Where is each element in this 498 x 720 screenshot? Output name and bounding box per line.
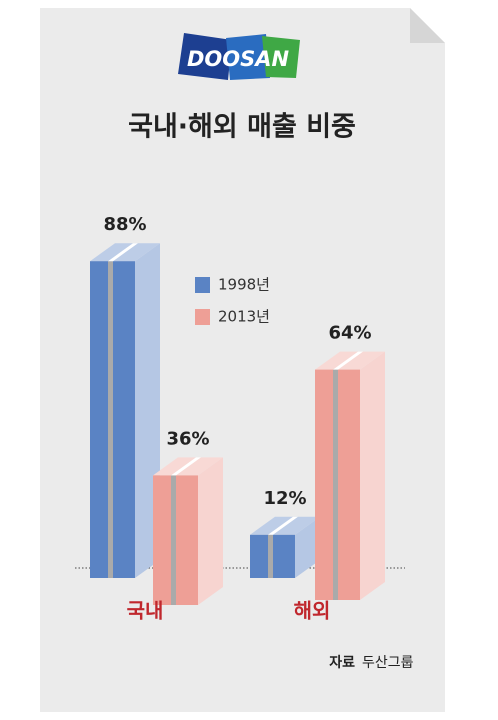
logo-block [226,34,270,80]
value-label: 64% [328,323,371,344]
bar-side [295,516,320,578]
category-label: 국내 [127,599,164,623]
legend-swatch [195,277,210,293]
bar-stripe [268,534,273,578]
logo-block [178,33,232,80]
source-text: 두산그룹 [362,655,414,671]
bar-stripe [333,369,338,600]
legend-label: 2013년 [218,308,270,326]
bar-top-stripe [268,516,298,535]
bar-top-stripe [171,457,201,476]
bar-stripe [108,261,113,578]
source-label: 자료 [329,655,355,671]
folded-corner [410,8,445,43]
legend-label: 1998년 [218,276,270,294]
value-label: 36% [166,428,209,449]
logo-text: DOOSAN [187,47,290,71]
legend-swatch [195,309,210,325]
category-label: 해외 [294,599,331,623]
bar-top-stripe [108,243,138,262]
logo-block [262,36,300,78]
bar-top-stripe [333,351,363,370]
logo: DOOSAN [178,33,300,80]
value-label: 88% [103,214,146,235]
bar-stripe [171,475,176,605]
chart-title: 국내·해외 매출 비중 [128,112,356,143]
bar-side [360,351,385,600]
value-label: 12% [263,488,306,509]
bar-side [198,457,223,605]
